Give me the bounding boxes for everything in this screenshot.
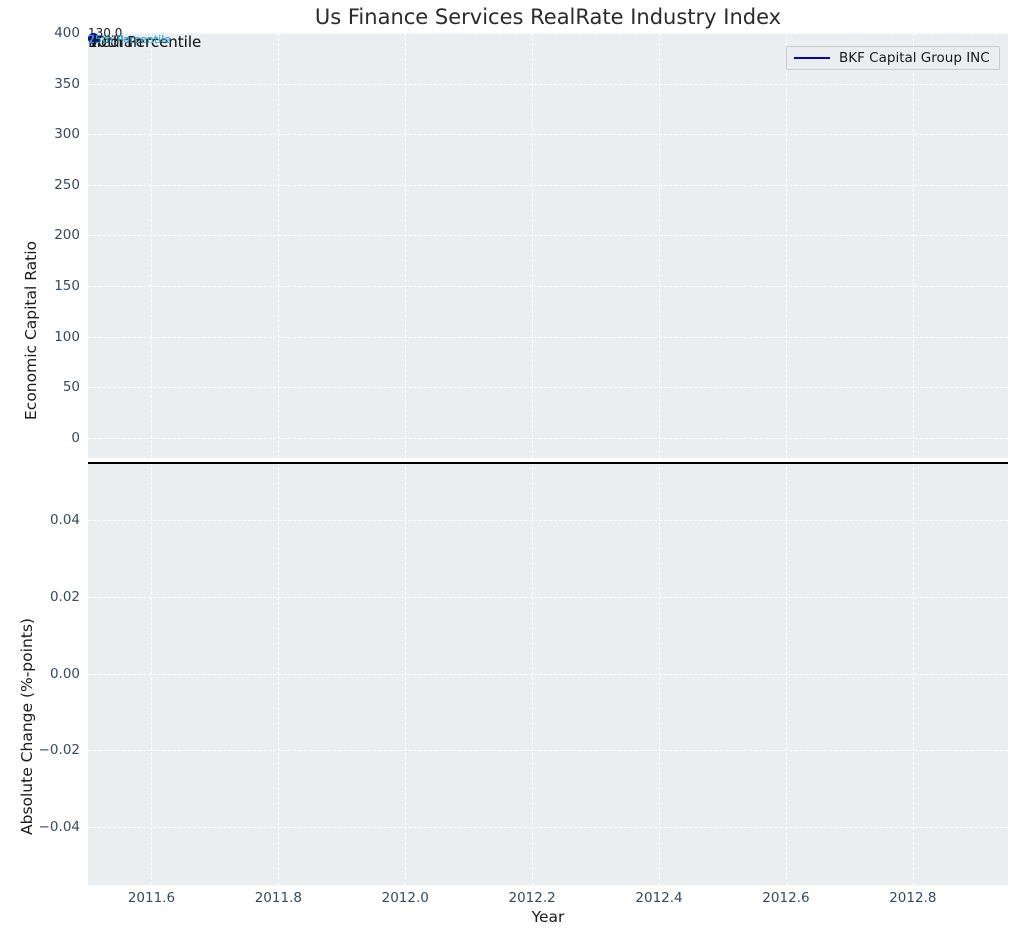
gridline-vertical — [151, 33, 153, 458]
y-tick-label: 0.04 — [49, 511, 80, 528]
y-tick-label: 0.00 — [49, 665, 80, 682]
gridline-vertical — [278, 462, 280, 885]
y-tick-label: 400 — [54, 25, 80, 41]
y-tick-label: 150 — [54, 277, 80, 294]
chart-legend[interactable]: BKF Capital Group INC — [786, 46, 1000, 70]
gridline-horizontal — [88, 596, 1008, 598]
x-tick-label: 2011.8 — [254, 890, 302, 906]
gridline-horizontal — [88, 134, 1008, 136]
gridline-vertical — [278, 33, 280, 458]
median-value-label: 130.0 — [88, 26, 123, 40]
gridline-horizontal — [88, 387, 1008, 389]
gridline-horizontal — [88, 83, 1008, 85]
y-tick-label: 50 — [62, 379, 80, 396]
gridline-vertical — [785, 462, 787, 885]
gridline-vertical — [532, 462, 534, 885]
x-tick-label: 2012.2 — [508, 890, 556, 906]
y-tick-label: 300 — [54, 126, 80, 143]
y-tick-label: 200 — [54, 227, 80, 244]
gridline-horizontal — [88, 285, 1008, 287]
bottom-y-axis-label: Absolute Change (%-points) — [18, 618, 36, 835]
gridline-horizontal — [88, 184, 1008, 186]
gridline-horizontal — [88, 235, 1008, 237]
gridline-horizontal — [88, 827, 1008, 829]
bottom-subplot-panel — [88, 462, 1008, 885]
top-subplot-panel: 130.0 90th Percentile 10th Percentile Me… — [88, 26, 1008, 458]
gridline-horizontal — [88, 673, 1008, 675]
x-tick-label: 2012.8 — [889, 890, 937, 906]
y-tick-label: 0.02 — [49, 588, 80, 605]
company-data-point[interactable] — [88, 33, 99, 44]
bottom-y-tick-labels: 0.04 0.02 0.00 −0.02 −0.04 — [2, 462, 80, 885]
gridline-vertical — [912, 33, 914, 458]
gridline-vertical — [151, 462, 153, 885]
legend-line-swatch-bkf — [794, 57, 830, 59]
gridline-horizontal — [88, 336, 1008, 338]
y-tick-label: 350 — [54, 75, 80, 92]
y-tick-label: −0.04 — [38, 819, 80, 836]
x-axis-label: Year — [531, 908, 565, 926]
gridline-vertical — [405, 33, 407, 458]
y-tick-label: 0 — [71, 429, 80, 446]
gridline-vertical — [785, 33, 787, 458]
annotation-90th-percentile: 90th Percentile — [88, 33, 202, 51]
annotation-10th-percentile: 10th Percentile — [88, 33, 202, 51]
gridline-vertical — [912, 462, 914, 885]
zero-reference-line — [88, 462, 1008, 464]
annotation-75th-percentile: 75th Percentile — [88, 33, 172, 46]
y-tick-label: −0.02 — [38, 742, 80, 759]
y-tick-label: 250 — [54, 176, 80, 193]
gridline-horizontal — [88, 437, 1008, 439]
top-y-tick-labels: 0 50 100 150 200 250 300 350 400 — [2, 25, 80, 458]
legend-label-bkf: BKF Capital Group INC — [839, 50, 990, 66]
x-tick-label: 2012.0 — [381, 890, 429, 906]
gridline-vertical — [659, 33, 661, 458]
top-y-axis-label: Economic Capital Ratio — [22, 240, 40, 420]
x-tick-label: 2012.4 — [635, 890, 683, 906]
y-tick-label: 100 — [54, 328, 80, 345]
chart-title: Us Finance Services RealRate Industry In… — [314, 5, 782, 29]
gridline-horizontal — [88, 519, 1008, 521]
gridline-vertical — [532, 33, 534, 458]
x-tick-label: 2011.6 — [127, 890, 176, 906]
x-tick-label: 2012.6 — [762, 890, 810, 906]
annotation-25th-percentile: 25th Percentile — [88, 33, 172, 46]
gridline-horizontal — [88, 33, 1008, 34]
gridline-vertical — [405, 462, 407, 885]
gridline-vertical — [659, 462, 661, 885]
annotation-median: Median — [88, 33, 143, 51]
gridline-horizontal — [88, 750, 1008, 752]
